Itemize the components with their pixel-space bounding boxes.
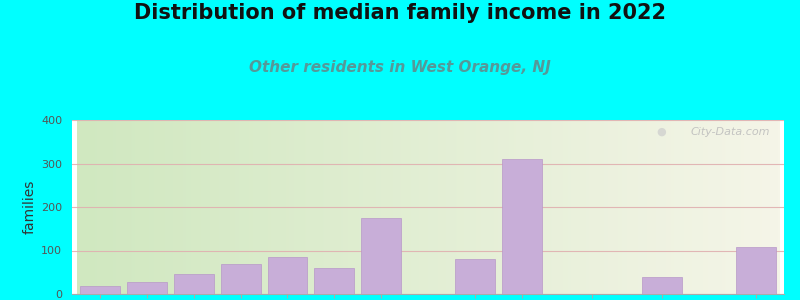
Bar xyxy=(127,282,167,294)
Bar xyxy=(455,259,494,294)
Bar xyxy=(267,257,307,294)
Bar xyxy=(80,286,120,294)
Bar xyxy=(736,247,776,294)
Bar xyxy=(221,264,261,294)
Text: ●: ● xyxy=(657,127,666,137)
Bar xyxy=(502,159,542,294)
Y-axis label: families: families xyxy=(23,180,37,234)
Bar xyxy=(642,278,682,294)
Bar xyxy=(314,268,354,294)
Bar xyxy=(174,274,214,294)
Bar xyxy=(362,218,401,294)
Text: Distribution of median family income in 2022: Distribution of median family income in … xyxy=(134,3,666,23)
Text: City-Data.com: City-Data.com xyxy=(690,127,770,137)
Text: Other residents in West Orange, NJ: Other residents in West Orange, NJ xyxy=(249,60,551,75)
